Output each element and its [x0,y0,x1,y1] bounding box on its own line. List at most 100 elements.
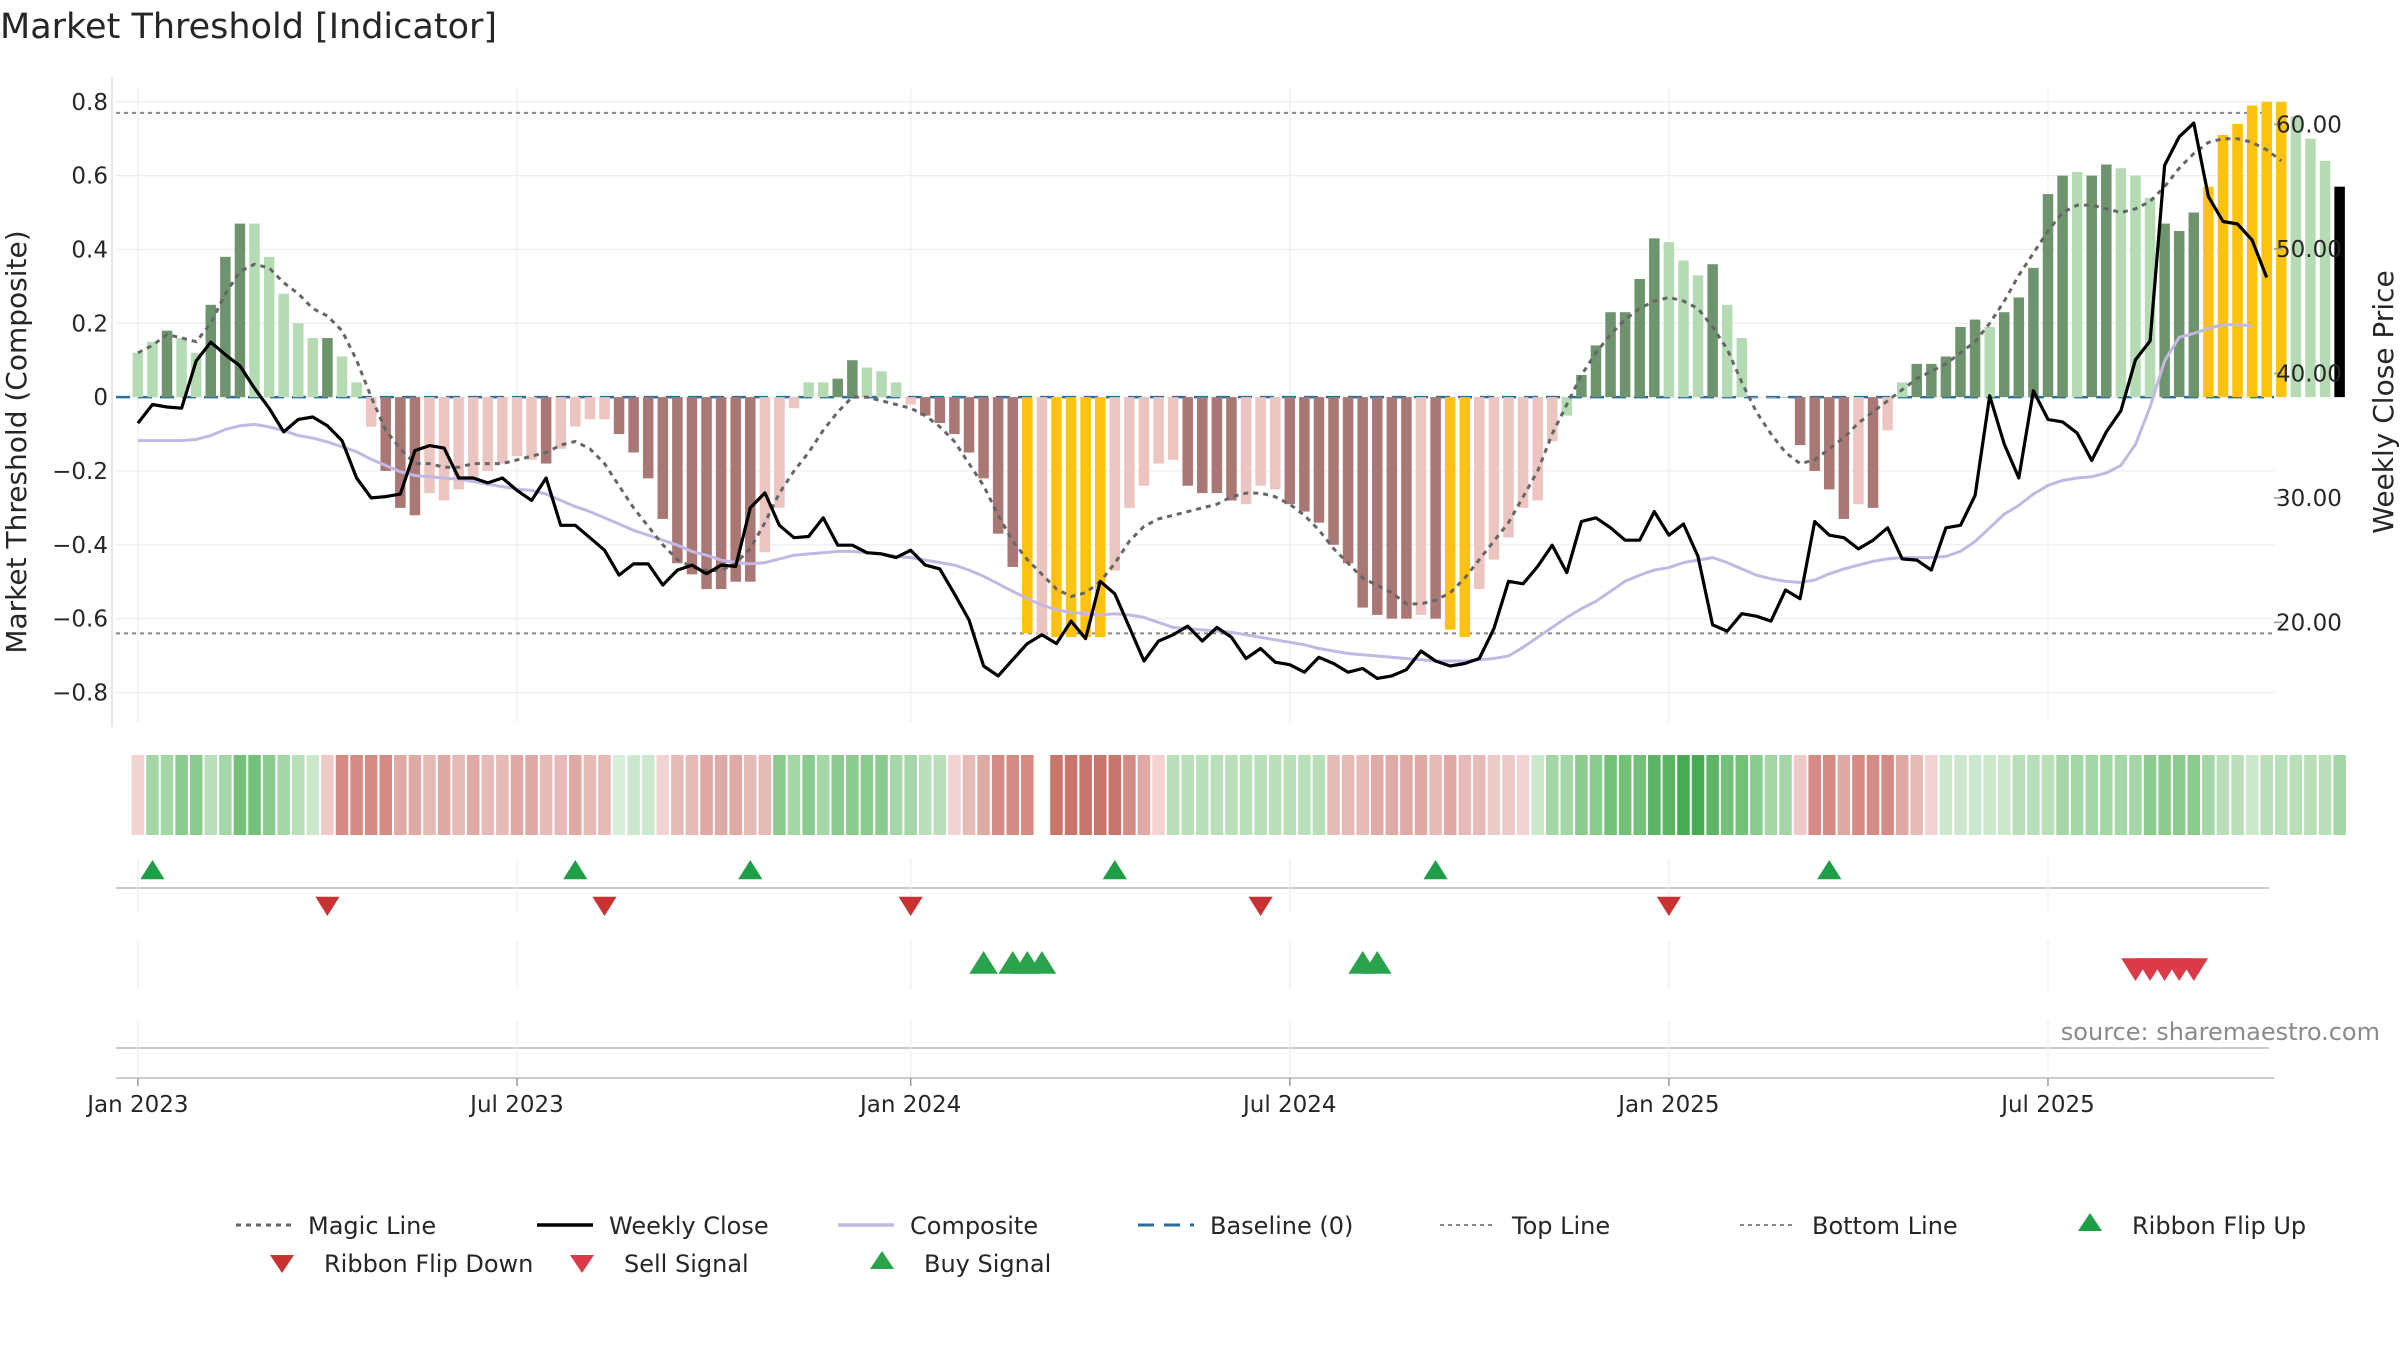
composite-bar [1663,242,1675,398]
composite-bar [555,397,566,449]
composite-bar [1182,397,1193,486]
y-tick-label-left: −0.8 [52,680,108,706]
composite-bar [1328,397,1339,545]
composite-bar [1576,374,1587,398]
ribbon-cell [2056,755,2069,835]
ribbon-cell [1750,755,1763,835]
legend-item: Weekly Close [537,1212,769,1240]
ribbon-cell [1021,755,1034,835]
composite-bar [380,397,391,471]
y-tick-label-left: 0.6 [71,164,108,190]
composite-bar [220,256,231,398]
composite-bar [467,397,479,483]
ribbon-cell [233,755,247,835]
composite-bar [1649,238,1660,398]
legend-item: Buy Signal [870,1250,1051,1278]
legend-label: Baseline (0) [1210,1212,1353,1240]
ribbon-cell [1837,755,1851,835]
ribbon-cell [1093,755,1107,835]
ribbon-flip-down-marker [1656,896,1681,916]
legend-item: Baseline (0) [1138,1212,1353,1240]
composite-bar [2319,160,2331,398]
composite-bar [1094,397,1106,638]
ribbon-cell [496,755,509,835]
composite-bar [1459,397,1470,638]
legend: Magic Line Weekly Close Composite Baseline … [236,1212,2306,1278]
composite-bar [1269,397,1281,490]
ribbon-cell [1079,755,1092,835]
ribbon-cell [1604,755,1617,835]
composite-bar [1838,397,1850,519]
composite-bar [2159,223,2170,398]
legend-label: Ribbon Flip Down [324,1250,533,1278]
y-tick-label-left: −0.2 [52,459,108,485]
legend-label: Magic Line [308,1212,436,1240]
composite-bar [1284,397,1296,505]
ribbon-cell [1895,755,1909,835]
composite-bar [686,397,698,575]
composite-bar [1430,397,1441,619]
ribbon-cell [437,755,451,835]
y-tick-label-right: 20.00 [2276,610,2342,636]
ribbon-cell [423,755,436,835]
composite-bar [730,397,741,582]
ribbon-cell [2231,755,2244,835]
composite-bar [613,397,625,435]
composite-bar [1007,397,1018,567]
ribbon-flip-up-marker [1817,860,1842,880]
ribbon-cell [2216,755,2230,835]
composite-bar [161,330,173,398]
composite-bar [365,397,377,427]
composite-bar [1984,326,1995,398]
ribbon-cell [1823,755,1836,835]
ribbon-cell [2143,755,2157,835]
ribbon-cell [350,755,363,835]
ribbon-cell [671,755,684,835]
ribbon-cell [1910,755,1924,835]
composite-bar [803,382,814,398]
ribbon-cell [1196,755,1209,835]
composite-bars [132,101,2345,638]
composite-bar [1109,397,1121,571]
weekly-close-line [136,121,2269,681]
composite-bar [1590,345,1602,398]
ribbon-cell [219,755,232,835]
y-tick-label-right: 60.00 [2276,112,2342,138]
ribbon-cell [2260,755,2273,835]
composite-bar [1415,397,1427,615]
ribbon-cell [569,755,582,835]
ribbon-cell [1502,755,1515,835]
ribbon-strip [131,755,2346,835]
composite-bar [307,338,319,398]
composite-bar [351,382,362,398]
ribbon-cell [1866,755,1880,835]
composite-bar [147,341,158,398]
ribbon-cell [2333,755,2346,835]
composite-bar [132,352,144,398]
ribbon-cell [627,755,640,835]
legend-label: Bottom Line [1812,1212,1958,1240]
ribbon-cell [1720,755,1734,835]
legend-item: Sell Signal [570,1250,749,1278]
composite-bar [234,223,246,398]
composite-bar [1167,397,1179,460]
ribbon-cell [1662,755,1676,835]
ribbon-cell [408,755,422,835]
composite-line [137,323,2253,663]
legend-label: Ribbon Flip Up [2132,1212,2306,1240]
ribbon-cell [1239,755,1253,835]
ribbon-cell [1808,755,1821,835]
ribbon-cell [1254,755,1267,835]
ribbon-cell [1779,755,1792,835]
ribbon-cell [379,755,393,835]
composite-bar [1444,397,1456,630]
composite-bar [278,293,289,398]
ribbon-cell [846,755,859,835]
ribbon-cell [1123,755,1136,835]
ribbon-cell [1370,755,1384,835]
ribbon-cell [2172,755,2186,835]
composite-bar [832,378,844,398]
ribbon-cell [1648,755,1661,835]
composite-bar [876,371,887,398]
